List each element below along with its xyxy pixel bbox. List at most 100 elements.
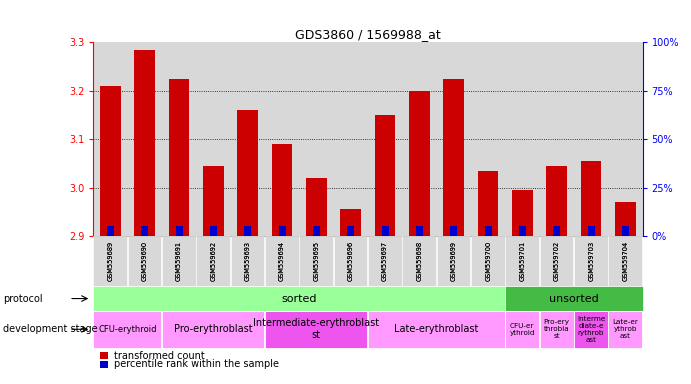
Bar <box>93 42 128 236</box>
Text: transformed count: transformed count <box>114 351 205 361</box>
Bar <box>272 144 292 236</box>
Text: GSM559692: GSM559692 <box>211 241 216 281</box>
Bar <box>375 115 395 236</box>
Bar <box>162 42 196 236</box>
Bar <box>471 236 504 286</box>
Bar <box>334 236 368 286</box>
Text: GSM559700: GSM559700 <box>485 241 491 281</box>
Bar <box>210 227 217 236</box>
Bar <box>196 42 231 236</box>
Text: GSM559702: GSM559702 <box>553 241 560 281</box>
Bar <box>547 166 567 236</box>
Text: percentile rank within the sample: percentile rank within the sample <box>114 359 279 369</box>
Bar <box>265 236 299 286</box>
Bar <box>278 227 285 236</box>
Text: GSM559701: GSM559701 <box>520 241 525 281</box>
Text: unsorted: unsorted <box>549 293 599 304</box>
Bar <box>540 42 574 236</box>
Text: GSM559701: GSM559701 <box>520 241 525 281</box>
Text: Late-er
ythrob
ast: Late-er ythrob ast <box>612 319 638 339</box>
Bar <box>299 236 333 286</box>
Bar <box>484 227 492 236</box>
Text: GSM559694: GSM559694 <box>279 241 285 281</box>
Bar <box>203 166 224 236</box>
Bar <box>93 286 504 311</box>
Text: development stage: development stage <box>3 324 98 334</box>
Bar <box>176 227 182 236</box>
Text: GSM559697: GSM559697 <box>382 241 388 281</box>
Bar <box>519 227 526 236</box>
Bar <box>231 236 265 286</box>
Bar <box>306 178 327 236</box>
Text: Pro-erythroblast: Pro-erythroblast <box>174 324 252 334</box>
Bar <box>135 50 155 236</box>
Text: GSM559702: GSM559702 <box>553 241 560 281</box>
Bar <box>100 352 108 359</box>
Bar <box>231 42 265 236</box>
Bar <box>162 311 264 348</box>
Text: GSM559704: GSM559704 <box>623 241 628 281</box>
Text: GSM559695: GSM559695 <box>314 241 319 281</box>
Text: GSM559689: GSM559689 <box>108 241 113 281</box>
Bar <box>471 42 505 236</box>
Text: GSM559691: GSM559691 <box>176 241 182 281</box>
Text: sorted: sorted <box>281 293 317 304</box>
Bar <box>169 79 189 236</box>
Text: GSM559699: GSM559699 <box>451 241 457 281</box>
Bar <box>587 227 595 236</box>
Text: GSM559689: GSM559689 <box>108 241 113 281</box>
Text: protocol: protocol <box>3 293 43 304</box>
Bar <box>334 42 368 236</box>
Bar <box>608 236 642 286</box>
Bar <box>402 42 437 236</box>
Bar <box>409 91 430 236</box>
Text: GSM559692: GSM559692 <box>211 241 216 281</box>
Text: GSM559690: GSM559690 <box>142 241 148 281</box>
Bar <box>505 236 539 286</box>
Bar <box>368 236 401 286</box>
Bar <box>381 227 389 236</box>
Bar <box>100 86 121 236</box>
Bar <box>128 236 162 286</box>
Text: GSM559698: GSM559698 <box>417 241 422 281</box>
Text: Intermediate-erythroblast
st: Intermediate-erythroblast st <box>253 318 379 340</box>
Bar <box>313 227 320 236</box>
Text: GSM559704: GSM559704 <box>623 241 628 281</box>
Bar <box>93 311 161 348</box>
Bar <box>347 227 354 236</box>
Text: GSM559703: GSM559703 <box>588 241 594 281</box>
Bar <box>574 311 608 348</box>
Bar <box>574 42 608 236</box>
Bar <box>444 79 464 236</box>
Text: GSM559696: GSM559696 <box>348 241 354 281</box>
Text: GSM559693: GSM559693 <box>245 241 251 281</box>
Bar <box>540 311 574 348</box>
Bar <box>505 311 539 348</box>
Bar <box>265 42 299 236</box>
Text: CFU-erythroid: CFU-erythroid <box>98 325 157 334</box>
Bar <box>608 311 643 348</box>
Bar <box>540 236 574 286</box>
Bar <box>368 311 504 348</box>
Text: GSM559696: GSM559696 <box>348 241 354 281</box>
Bar <box>622 227 629 236</box>
Text: GSM559700: GSM559700 <box>485 241 491 281</box>
Text: Late-erythroblast: Late-erythroblast <box>394 324 478 334</box>
Bar <box>341 210 361 236</box>
Bar <box>505 42 540 236</box>
Text: GSM559699: GSM559699 <box>451 241 457 281</box>
Bar <box>437 236 471 286</box>
Bar <box>451 227 457 236</box>
Text: GSM559697: GSM559697 <box>382 241 388 281</box>
Bar <box>416 227 423 236</box>
Text: GSM559693: GSM559693 <box>245 241 251 281</box>
Bar <box>437 42 471 236</box>
Bar <box>162 236 196 286</box>
Bar <box>553 227 560 236</box>
Bar <box>128 42 162 236</box>
Bar <box>265 311 367 348</box>
Bar <box>107 227 114 236</box>
Bar <box>608 42 643 236</box>
Text: GSM559691: GSM559691 <box>176 241 182 281</box>
Bar <box>238 110 258 236</box>
